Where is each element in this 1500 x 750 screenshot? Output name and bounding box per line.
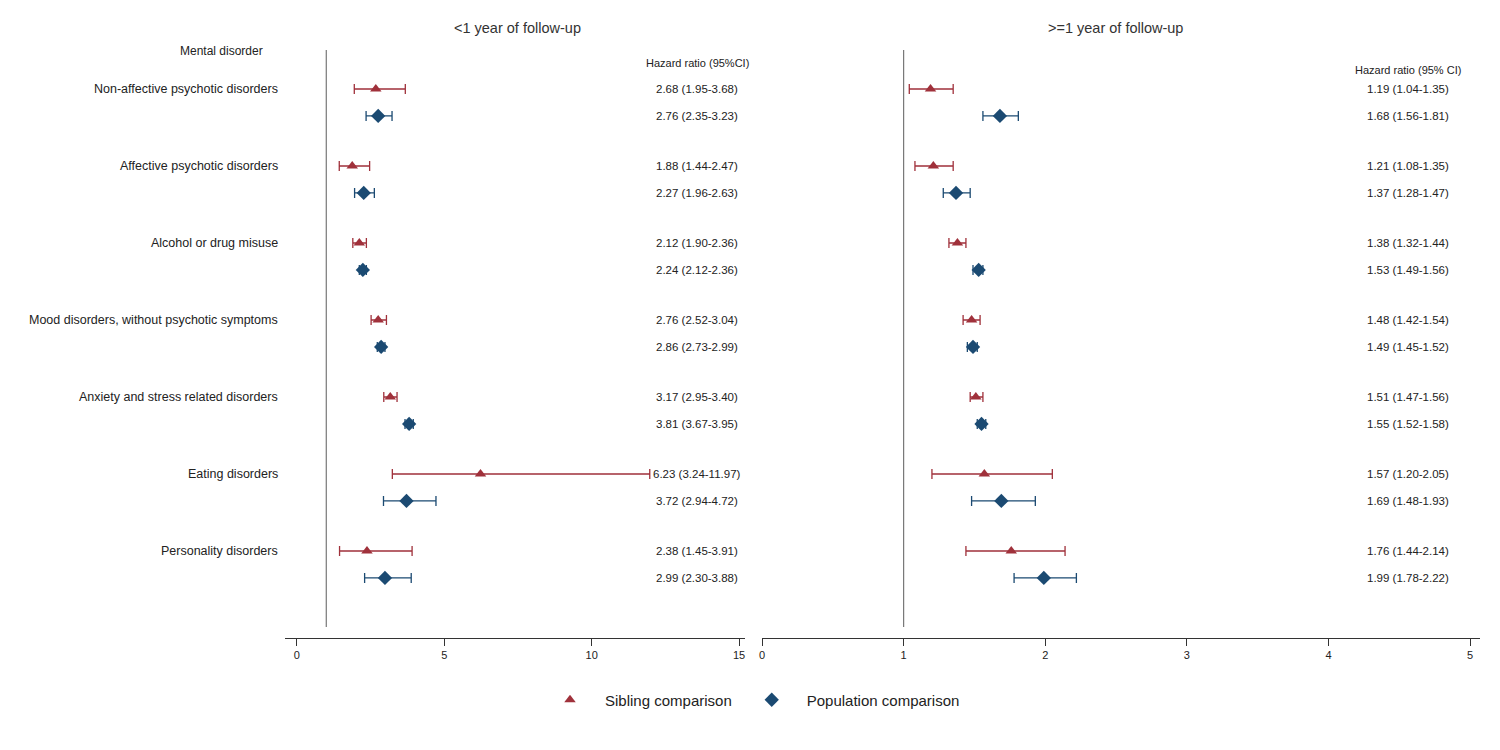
svg-text:2.68 (1.95-3.68): 2.68 (1.95-3.68) [656,83,738,95]
svg-text:Alcohol or drug misuse: Alcohol or drug misuse [151,236,278,250]
svg-text:1.49 (1.45-1.52): 1.49 (1.45-1.52) [1367,341,1449,353]
svg-text:Non-affective psychotic disord: Non-affective psychotic disorders [94,82,278,96]
svg-text:2.76 (2.35-3.23): 2.76 (2.35-3.23) [656,110,738,122]
svg-text:2: 2 [1042,649,1048,661]
svg-text:Population comparison: Population comparison [807,692,960,709]
svg-text:1.55 (1.52-1.58): 1.55 (1.52-1.58) [1367,418,1449,430]
svg-text:2.24 (2.12-2.36): 2.24 (2.12-2.36) [656,264,738,276]
svg-text:4: 4 [1325,649,1331,661]
svg-text:1.99 (1.78-2.22): 1.99 (1.78-2.22) [1367,572,1449,584]
svg-text:0: 0 [759,649,765,661]
svg-text:1.57 (1.20-2.05): 1.57 (1.20-2.05) [1367,468,1449,480]
svg-text:Hazard ratio (95%CI): Hazard ratio (95%CI) [646,57,749,69]
svg-text:Mood disorders, without psycho: Mood disorders, without psychotic sympto… [29,313,278,327]
svg-text:15: 15 [733,649,745,661]
svg-text:1.53 (1.49-1.56): 1.53 (1.49-1.56) [1367,264,1449,276]
svg-text:1.68 (1.56-1.81): 1.68 (1.56-1.81) [1367,110,1449,122]
svg-text:2.86 (2.73-2.99): 2.86 (2.73-2.99) [656,341,738,353]
svg-text:2.38 (1.45-3.91): 2.38 (1.45-3.91) [656,545,738,557]
svg-text:2.27 (1.96-2.63): 2.27 (1.96-2.63) [656,187,738,199]
svg-text:1.76 (1.44-2.14): 1.76 (1.44-2.14) [1367,545,1449,557]
svg-text:1.51 (1.47-1.56): 1.51 (1.47-1.56) [1367,391,1449,403]
svg-text:1.88 (1.44-2.47): 1.88 (1.44-2.47) [656,160,738,172]
svg-text:2.76 (2.52-3.04): 2.76 (2.52-3.04) [656,314,738,326]
svg-text:1.37 (1.28-1.47): 1.37 (1.28-1.47) [1367,187,1449,199]
svg-text:5: 5 [1467,649,1473,661]
svg-text:1.38 (1.32-1.44): 1.38 (1.32-1.44) [1367,237,1449,249]
svg-text:2.12 (1.90-2.36): 2.12 (1.90-2.36) [656,237,738,249]
svg-text:Mental disorder: Mental disorder [180,44,263,58]
svg-text:1.69 (1.48-1.93): 1.69 (1.48-1.93) [1367,495,1449,507]
svg-text:1.21 (1.08-1.35): 1.21 (1.08-1.35) [1367,160,1449,172]
svg-text:1.48 (1.42-1.54): 1.48 (1.42-1.54) [1367,314,1449,326]
svg-text:Personality disorders: Personality disorders [161,544,278,558]
svg-text:Hazard ratio (95% CI): Hazard ratio (95% CI) [1355,64,1461,76]
svg-text:Affective psychotic disorders: Affective psychotic disorders [120,159,278,173]
svg-text:5: 5 [441,649,447,661]
svg-text:Anxiety and stress related dis: Anxiety and stress related disorders [79,390,278,404]
svg-text:3: 3 [1184,649,1190,661]
svg-text:<1 year of follow-up: <1 year of follow-up [454,20,581,36]
svg-text:>=1 year of follow-up: >=1 year of follow-up [1048,20,1183,36]
svg-text:3.72 (2.94-4.72): 3.72 (2.94-4.72) [656,495,738,507]
svg-text:1.19 (1.04-1.35): 1.19 (1.04-1.35) [1367,83,1449,95]
svg-text:Eating disorders: Eating disorders [188,467,278,481]
svg-text:3.81 (3.67-3.95): 3.81 (3.67-3.95) [656,418,738,430]
svg-text:6.23 (3.24-11.97): 6.23 (3.24-11.97) [653,468,741,480]
svg-text:Sibling comparison: Sibling comparison [605,692,732,709]
svg-text:3.17 (2.95-3.40): 3.17 (2.95-3.40) [656,391,738,403]
svg-text:0: 0 [294,649,300,661]
svg-text:1: 1 [901,649,907,661]
svg-text:10: 10 [586,649,598,661]
svg-text:2.99 (2.30-3.88): 2.99 (2.30-3.88) [656,572,738,584]
